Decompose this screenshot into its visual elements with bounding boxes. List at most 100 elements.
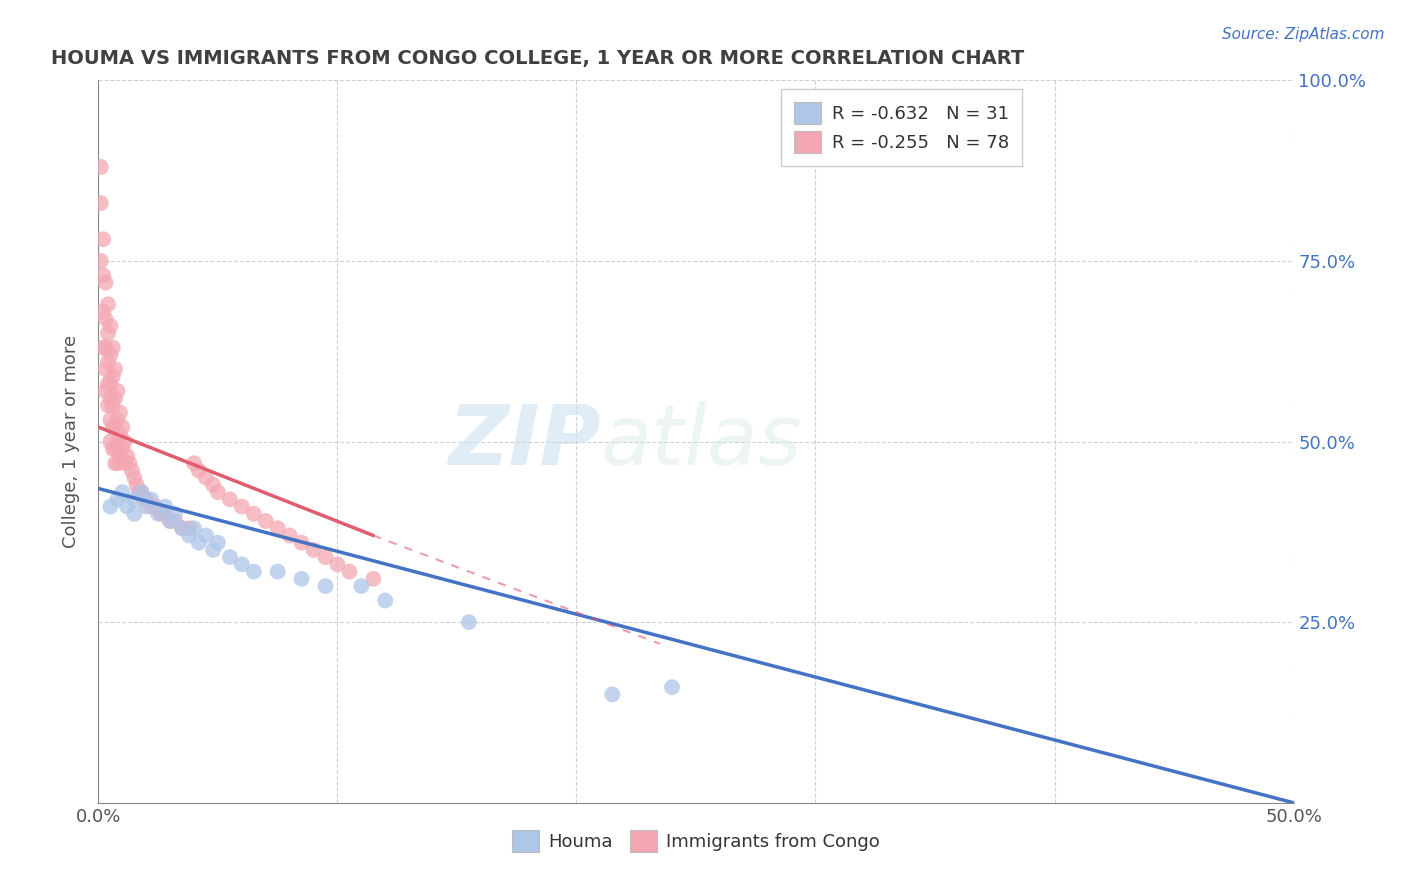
Point (94, 311, 117, 326)
Point (114, 434, 136, 449)
Point (101, 420, 124, 434)
Point (374, 593, 396, 607)
Point (135, 500, 157, 514)
Point (207, 535, 229, 549)
Point (101, 341, 124, 355)
Text: atlas: atlas (600, 401, 801, 482)
Point (98, 318, 122, 333)
Point (98, 413, 122, 427)
Point (107, 413, 129, 427)
Point (139, 500, 162, 514)
Point (195, 470, 218, 484)
Point (363, 572, 385, 586)
Point (104, 442, 127, 456)
Point (98, 500, 122, 514)
Point (124, 470, 146, 484)
Point (91, 304, 114, 318)
Point (350, 579, 373, 593)
Point (326, 558, 349, 572)
Point (111, 442, 134, 456)
Point (125, 478, 148, 492)
Point (108, 427, 131, 442)
Point (98, 391, 122, 405)
Point (128, 485, 150, 500)
Point (243, 565, 266, 579)
Point (291, 572, 314, 586)
Point (159, 514, 181, 528)
Point (163, 514, 186, 528)
Point (207, 485, 229, 500)
Point (231, 558, 253, 572)
Point (163, 507, 186, 521)
Point (135, 492, 157, 507)
Point (139, 492, 162, 507)
Point (243, 507, 266, 521)
Point (104, 362, 127, 376)
Point (195, 528, 218, 542)
Point (155, 500, 177, 514)
Point (179, 528, 201, 542)
Point (219, 492, 242, 507)
Point (145, 500, 167, 514)
Point (101, 398, 124, 412)
Legend: Houma, Immigrants from Congo: Houma, Immigrants from Congo (498, 815, 894, 866)
Point (187, 535, 209, 549)
Point (315, 550, 337, 565)
Point (155, 507, 177, 521)
Point (661, 680, 683, 694)
Point (111, 485, 134, 500)
Point (202, 542, 225, 557)
Point (101, 369, 124, 384)
Point (315, 579, 337, 593)
Point (458, 615, 481, 630)
Point (108, 406, 131, 420)
Point (98, 434, 122, 449)
Text: Source: ZipAtlas.com: Source: ZipAtlas.com (1222, 27, 1385, 42)
Point (231, 500, 253, 514)
Point (107, 434, 129, 449)
Point (267, 565, 290, 579)
Point (118, 456, 141, 470)
Point (602, 687, 624, 701)
Point (124, 492, 146, 507)
Point (114, 456, 136, 470)
Point (124, 507, 146, 521)
Point (94, 384, 117, 398)
Point (159, 514, 181, 528)
Point (91, 268, 114, 283)
Point (115, 449, 138, 463)
Point (104, 391, 127, 405)
Point (97, 398, 120, 412)
Point (94, 276, 117, 290)
Point (115, 500, 138, 514)
Point (172, 521, 194, 535)
Point (183, 521, 205, 535)
Point (267, 521, 290, 535)
Point (254, 514, 277, 528)
Point (98, 348, 122, 362)
Point (91, 232, 114, 246)
Point (97, 355, 120, 369)
Point (172, 521, 194, 535)
Point (90, 160, 112, 174)
Text: HOUMA VS IMMIGRANTS FROM CONGO COLLEGE, 1 YEAR OR MORE CORRELATION CHART: HOUMA VS IMMIGRANTS FROM CONGO COLLEGE, … (51, 48, 1024, 68)
Point (179, 521, 201, 535)
Point (94, 341, 117, 355)
Point (149, 507, 172, 521)
Point (183, 456, 205, 470)
Point (131, 485, 153, 500)
Point (90, 196, 112, 211)
Point (97, 326, 120, 340)
Point (339, 565, 361, 579)
Point (104, 456, 127, 470)
Point (302, 542, 325, 557)
Point (278, 528, 301, 542)
Point (111, 420, 134, 434)
Text: ZIP: ZIP (447, 401, 600, 482)
Point (104, 420, 127, 434)
Point (101, 442, 124, 456)
Point (107, 456, 129, 470)
Point (121, 463, 143, 477)
Point (219, 550, 242, 565)
Point (132, 492, 155, 507)
